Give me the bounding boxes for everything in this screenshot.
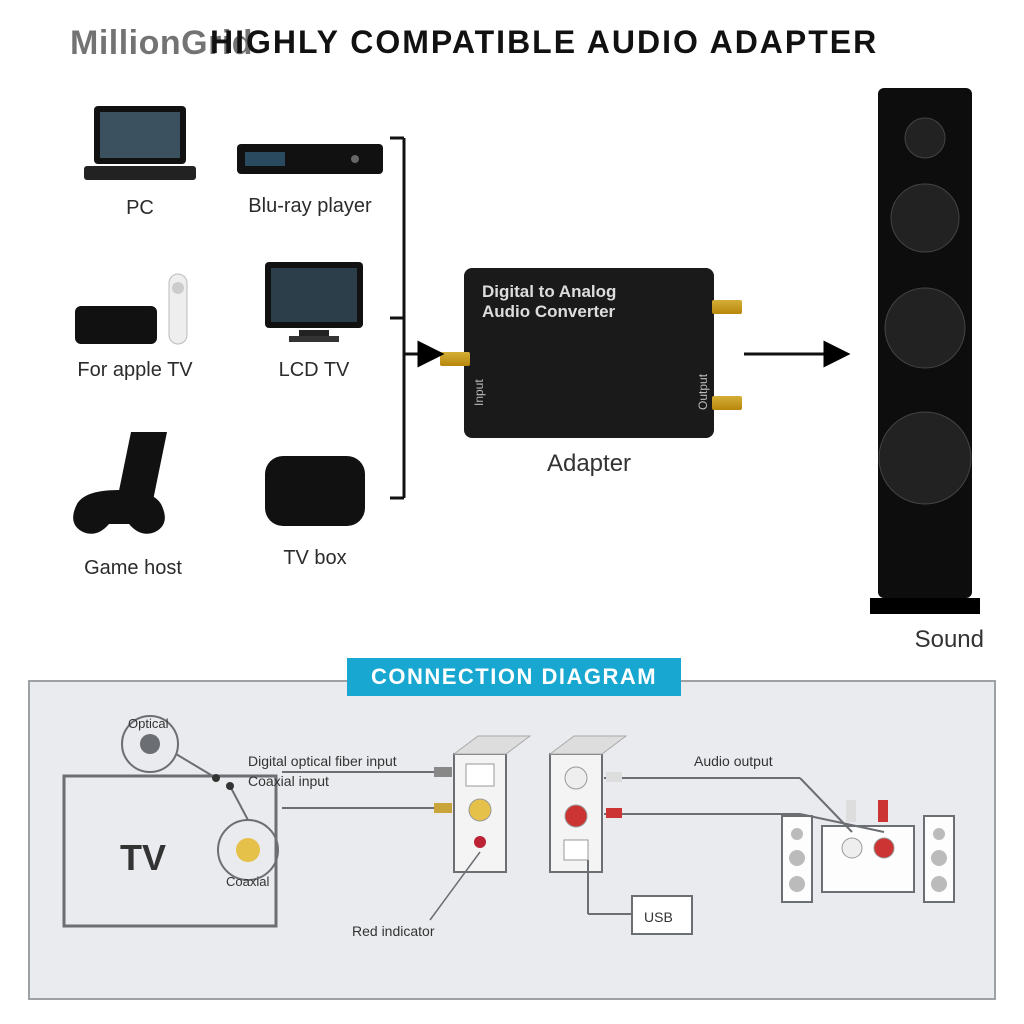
device-appletv-label: For apple TV xyxy=(60,359,210,382)
tvbox-icon xyxy=(255,438,375,543)
device-appletv: For apple TV xyxy=(60,270,210,382)
svg-text:Coaxial input: Coaxial input xyxy=(248,773,329,789)
svg-text:Digital optical fiber input: Digital optical fiber input xyxy=(248,753,397,769)
tv-icon xyxy=(259,256,369,355)
speaker-icon xyxy=(846,78,996,618)
device-bluray-label: Blu-ray player xyxy=(230,195,390,218)
svg-text:Audio output: Audio output xyxy=(694,753,773,769)
device-gamehost-label: Game host xyxy=(58,557,208,580)
adapter-input-label: Input xyxy=(472,379,486,406)
device-tvbox: TV box xyxy=(250,438,380,570)
rca-output2-icon xyxy=(712,396,742,410)
adapter-line1: Digital to Analog xyxy=(482,282,696,302)
device-bluray: Blu-ray player xyxy=(230,126,390,218)
device-lcdtv: LCD TV xyxy=(254,256,374,382)
adapter-box: Digital to Analog Audio Converter Input … xyxy=(464,268,714,438)
svg-text:Coaxial: Coaxial xyxy=(226,874,269,889)
rca-input-icon xyxy=(440,352,470,366)
device-pc: PC xyxy=(70,100,210,220)
svg-text:USB: USB xyxy=(644,909,673,925)
appletv-icon xyxy=(65,270,205,355)
console-icon xyxy=(63,428,203,553)
device-pc-label: PC xyxy=(70,197,210,220)
connection-diagram-svg: TV Optical Coaxial Digital optical fiber… xyxy=(30,682,998,1002)
speaker-label: Sound xyxy=(915,626,984,654)
device-gamehost: Game host xyxy=(58,428,208,580)
device-tvbox-label: TV box xyxy=(250,547,380,570)
laptop-icon xyxy=(80,100,200,193)
adapter-label: Adapter xyxy=(464,450,714,478)
adapter-output-label: Output xyxy=(696,374,710,410)
connection-diagram-panel: CONNECTION DIAGRAM TV Optical Coaxial Di… xyxy=(28,680,996,1000)
svg-text:Optical: Optical xyxy=(128,716,169,731)
page-title: HIGHLY COMPATIBLE AUDIO ADAPTER xyxy=(210,24,878,61)
rca-output1-icon xyxy=(712,300,742,314)
adapter-line2: Audio Converter xyxy=(482,302,696,322)
svg-text:Red indicator: Red indicator xyxy=(352,923,435,939)
device-lcdtv-label: LCD TV xyxy=(254,359,374,382)
bluray-icon xyxy=(235,126,385,191)
tv-label: TV xyxy=(120,837,166,878)
top-diagram: PC Blu-ray player For apple TV xyxy=(0,78,1024,648)
